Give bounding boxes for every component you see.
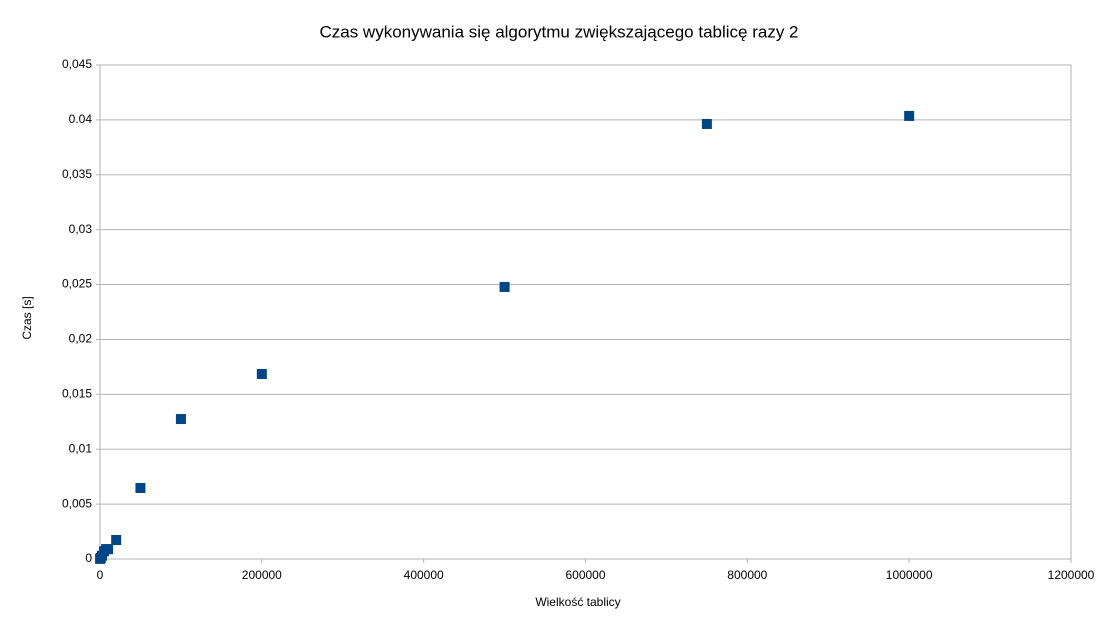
point <box>175 414 186 425</box>
x-axis-label: Wielkość tablicy <box>535 595 620 609</box>
y-tick-label: 0,005 <box>62 496 92 510</box>
x-tick-label: 0 <box>97 568 104 582</box>
y-tick-label: 0,02 <box>69 332 93 346</box>
x-tick-label: 1000000 <box>886 568 933 582</box>
y-tick-label: 0,015 <box>62 387 92 401</box>
point <box>135 482 146 493</box>
y-tick-label: 0.04 <box>69 112 93 126</box>
x-tick-label: 400000 <box>404 568 444 582</box>
x-tick-label: 800000 <box>727 568 767 582</box>
point <box>111 535 122 546</box>
point <box>103 544 114 555</box>
point <box>499 281 510 292</box>
x-tick-label: 1200000 <box>1048 568 1095 582</box>
y-tick-label: 0,03 <box>69 222 93 236</box>
point <box>256 369 267 380</box>
y-tick-label: 0 <box>85 551 92 565</box>
x-tick-label: 600000 <box>565 568 605 582</box>
chart-title: Czas wykonywania się algorytmu zwiększaj… <box>319 22 798 41</box>
x-tick-label: 200000 <box>242 568 282 582</box>
y-tick-label: 0,01 <box>69 441 93 455</box>
y-tick-label: 0,045 <box>62 57 92 71</box>
point <box>701 118 712 129</box>
point <box>904 110 915 121</box>
plot-border <box>99 64 1072 560</box>
y-tick-label: 0,035 <box>62 167 92 181</box>
y-axis-label: Czas [s] <box>20 296 34 339</box>
y-tick-label: 0,025 <box>62 277 92 291</box>
